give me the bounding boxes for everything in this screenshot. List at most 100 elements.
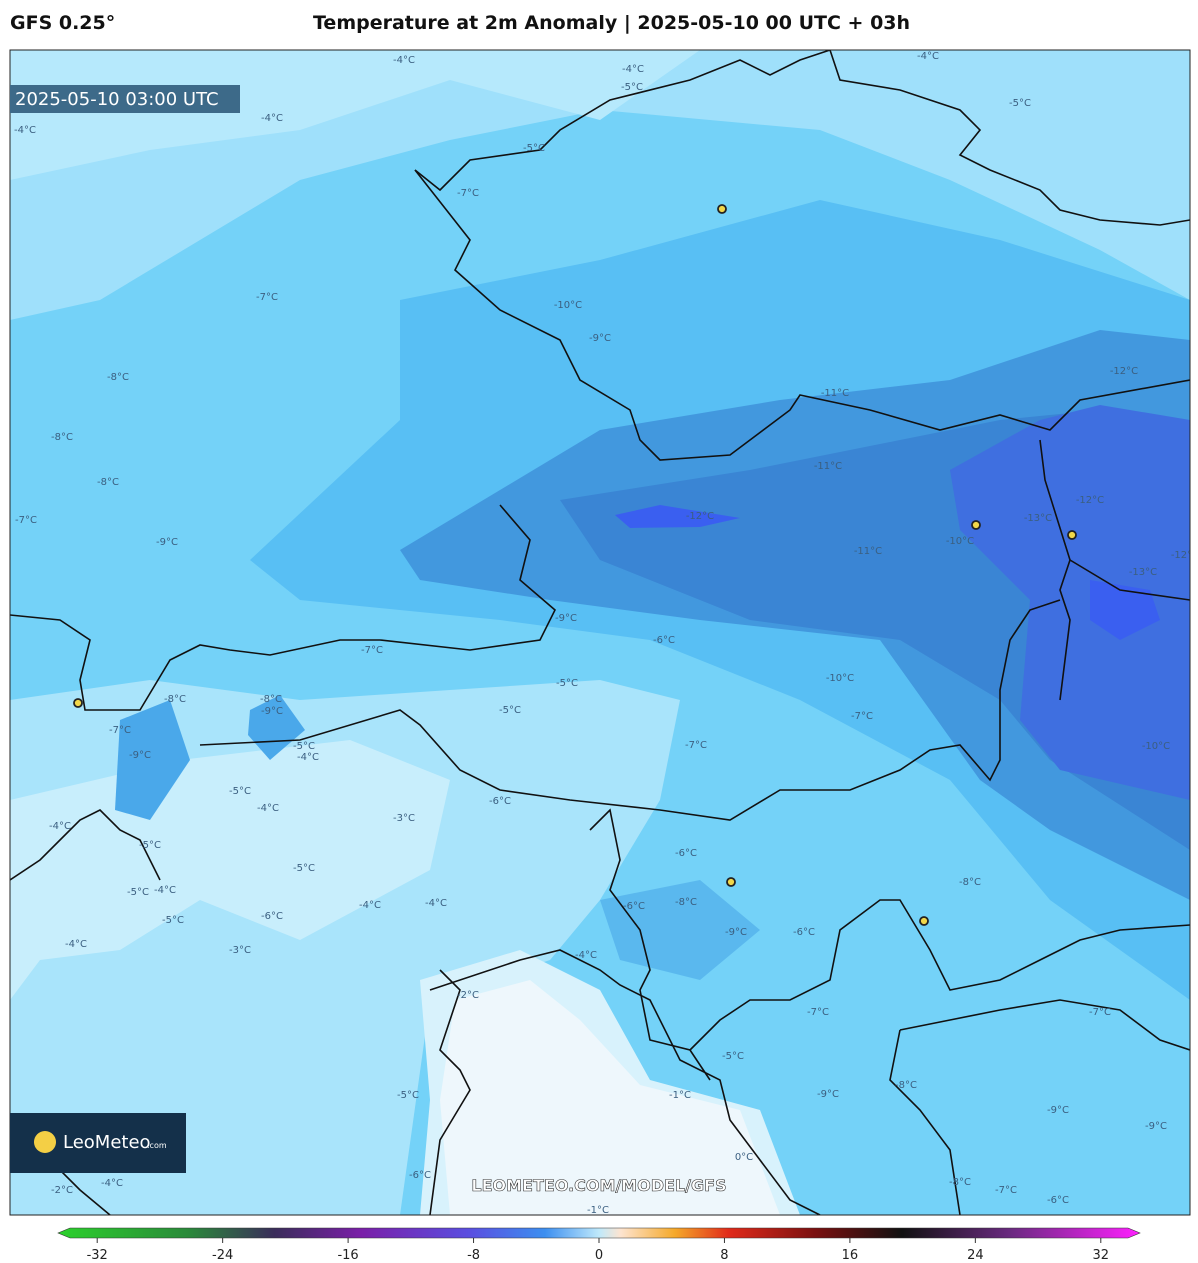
contour-label: -7°C [1089,1007,1111,1018]
colorbar-tick-label: 16 [842,1248,859,1263]
contour-label: -6°C [489,796,511,807]
contour-label: -7°C [109,725,131,736]
contour-label: -6°C [261,911,283,922]
contour-label: -7°C [457,188,479,199]
contour-label: -4°C [425,898,447,909]
contour-label: -9°C [817,1089,839,1100]
contour-label: -3°C [393,813,415,824]
contour-label: -6°C [793,927,815,938]
contour-label: -5°C [127,887,149,898]
contour-label: -2°C [457,990,479,1001]
contour-label: -13°C [1129,567,1157,578]
colorbar-tick-label: 32 [1093,1248,1110,1263]
contour-label: -4°C [359,900,381,911]
colorbar-tick-label: -24 [212,1248,233,1263]
logo-suffix: .com [147,1141,167,1150]
colorbar-tick-label: -8 [467,1248,480,1263]
logo-sun [34,1131,56,1153]
contour-label: -7°C [361,645,383,656]
contour-label: -9°C [129,750,151,761]
contour-label: -10°C [826,673,854,684]
contour-label: -4°C [622,64,644,75]
contour-label: -8°C [895,1080,917,1091]
contour-label: -7°C [807,1007,829,1018]
cities [73,204,1077,926]
contour-label: -5°C [397,1090,419,1101]
contour-label: -7°C [685,740,707,751]
contour-label: -4°C [297,752,319,763]
logo: LeoMeteo [63,1132,151,1153]
contour-label: -4°C [257,803,279,814]
contour-label: -5°C [523,143,545,154]
map-field: -4°C-4°C-5°C-4°C-5°C-4°C-5°C-4°C-7°C-7°C… [10,50,1190,1216]
contour-label: -9°C [589,333,611,344]
contour-label: -9°C [1145,1121,1167,1132]
country-borders [10,50,1190,1215]
contour-label: -12°C [1076,495,1104,506]
contour-label: -8°C [51,432,73,443]
contour-label: -4°C [261,113,283,124]
colorbar [57,1227,1141,1239]
contour-label: -13°C [1024,513,1052,524]
contour-label: -6°C [409,1170,431,1181]
contour-label: -4°C [14,125,36,136]
colorbar-tick-label: 8 [720,1248,728,1263]
contour-label: -4°C [65,939,87,950]
contour-label: -8°C [959,877,981,888]
contour-label: -5°C [1009,98,1031,109]
colorbar-tick-label: -32 [87,1248,108,1263]
contour-label: -5°C [293,741,315,752]
contour-label: -10°C [946,536,974,547]
contour-label: -7°C [851,711,873,722]
contour-label: -9°C [156,537,178,548]
contour-label: -5°C [556,678,578,689]
colorbar-tick-label: -16 [337,1248,358,1263]
contour-label: 0°C [735,1152,753,1163]
contour-label: -5°C [621,82,643,93]
contour-label: -12°C [1110,366,1138,377]
watermark: LEOMETEO.COM/MODEL/GFS [471,1176,726,1195]
contour-label: -3°C [229,945,251,956]
contour-label: -11°C [821,388,849,399]
contour-label: -2°C [51,1185,73,1196]
contour-label: -6°C [675,848,697,859]
valid-time: 2025-05-10 03:00 UTC [15,89,219,110]
contour-label: -9°C [725,927,747,938]
contour-label: -9°C [1047,1105,1069,1116]
contour-label: -4°C [575,950,597,961]
contour-label: -4°C [917,51,939,62]
contour-labels: -4°C-4°C-5°C-4°C-5°C-4°C-5°C-4°C-7°C-7°C… [14,51,1190,1216]
contour-label: -7°C [256,292,278,303]
contour-label: -8°C [949,1177,971,1188]
colorbar-ticks: -32 -24 -16 -8 0 8 16 24 32 [87,1238,1109,1263]
contour-label: -10°C [1142,741,1170,752]
contour-label: -9°C [261,706,283,717]
contour-label: -4°C [101,1178,123,1189]
contour-label: -11°C [814,461,842,472]
contour-label: -8°C [97,477,119,488]
contour-label: -5°C [162,915,184,926]
contour-label: -5°C [229,786,251,797]
map-title: Temperature at 2m Anomaly | 2025-05-10 0… [313,12,911,34]
contour-label: -5°C [139,840,161,851]
contour-label: -5°C [293,863,315,874]
contour-label: -8°C [675,897,697,908]
contour-label: -8°C [260,694,282,705]
contour-label: -8°C [107,372,129,383]
contour-label: -12°C [686,511,714,522]
contour-label: -5°C [499,705,521,716]
contour-label: -4°C [393,55,415,66]
contour-label: -11°C [854,546,882,557]
contour-label: -10°C [554,300,582,311]
contour-label: -6°C [1047,1195,1069,1206]
contour-label: -6°C [653,635,675,646]
colorbar-tick-label: 0 [595,1248,603,1263]
contour-label: -1°C [587,1205,609,1216]
map-frame [9,49,1191,1216]
contour-label: -1°C [669,1090,691,1101]
contour-label: -8°C [164,694,186,705]
contour-label: -9°C [555,613,577,624]
contour-label: -5°C [722,1051,744,1062]
